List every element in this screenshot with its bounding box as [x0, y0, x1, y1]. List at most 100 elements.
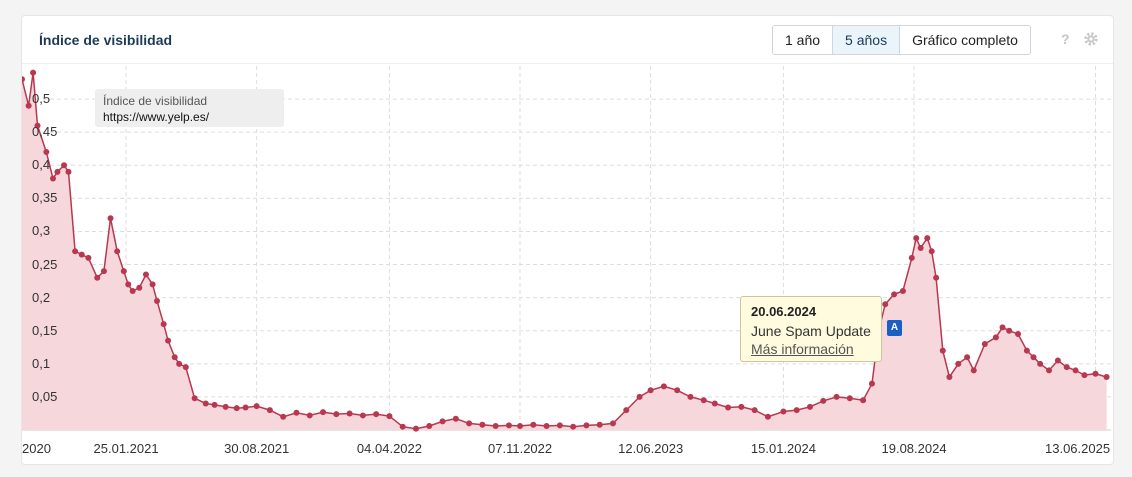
data-point [466, 420, 473, 427]
question-mark-icon[interactable]: ? [1061, 31, 1070, 47]
data-point [1063, 364, 1070, 371]
data-point [412, 425, 419, 432]
data-point [1092, 370, 1099, 377]
data-point [674, 387, 681, 394]
data-point [94, 274, 101, 281]
x-tick-label: 25.01.2021 [93, 441, 159, 456]
data-point [43, 149, 50, 156]
y-tick-label: 0,35 [32, 190, 58, 206]
data-point [399, 423, 406, 430]
data-point [242, 404, 249, 411]
y-tick-label: 0,2 [32, 289, 51, 305]
data-point [917, 245, 924, 251]
data-point [1006, 327, 1013, 334]
x-tick-label: 12.06.2023 [618, 441, 684, 456]
data-point [660, 383, 667, 390]
card-title: Índice de visibilidad [39, 32, 173, 48]
data-point [833, 393, 840, 400]
data-point [1081, 372, 1088, 379]
data-point [891, 291, 898, 298]
y-tick-label: 0,25 [32, 256, 58, 272]
data-point [806, 403, 813, 410]
data-point [868, 380, 875, 387]
data-point [647, 387, 654, 394]
gear-icon[interactable] [1083, 31, 1099, 47]
data-point [222, 403, 229, 410]
range-full-chart-button[interactable]: Gráfico completo [899, 26, 1030, 54]
data-point [946, 374, 953, 381]
data-point [100, 268, 107, 275]
data-point [346, 410, 353, 417]
data-point [25, 102, 32, 109]
event-date: 20.06.2024 [751, 304, 817, 319]
event-tooltip: 20.06.2024 June Spam Update Más informac… [740, 296, 882, 362]
data-point [120, 268, 127, 275]
data-point [30, 69, 37, 76]
data-point [505, 422, 512, 429]
legend-box: Índice de visibilidad https://www.yelp.e… [95, 89, 284, 127]
data-point [333, 411, 340, 418]
data-point [182, 364, 189, 371]
data-point [928, 248, 935, 255]
x-tick-label: 15.01.2024 [750, 441, 816, 456]
data-point [253, 403, 260, 410]
x-tick-label: 19.08.2024 [881, 441, 947, 456]
x-tick-label: 13.06.2025 [1045, 441, 1111, 456]
x-tick-label: 04.04.2022 [356, 441, 422, 456]
data-point [738, 403, 745, 410]
more-info-link[interactable]: Más información [751, 341, 854, 357]
data-point [1030, 354, 1037, 361]
data-point [202, 400, 209, 407]
legend-title: Índice de visibilidad [103, 94, 208, 108]
data-point [543, 423, 550, 430]
data-point [439, 418, 446, 425]
data-point [22, 76, 25, 83]
data-point [72, 248, 79, 255]
data-point [992, 334, 999, 341]
data-point [700, 397, 707, 404]
data-point [933, 274, 940, 281]
data-point [426, 423, 433, 430]
data-point [142, 271, 149, 278]
data-point [211, 401, 218, 408]
data-point [386, 413, 393, 420]
data-point [85, 254, 92, 261]
points-layer [22, 69, 1110, 432]
range-5-years-button[interactable]: 5 años [832, 26, 900, 54]
data-point [373, 411, 380, 418]
data-point [452, 415, 459, 422]
data-point [114, 248, 121, 255]
data-point [171, 354, 178, 361]
data-point [149, 281, 156, 288]
event-marker-badge[interactable]: A [887, 320, 902, 336]
data-point [280, 413, 287, 420]
data-point [34, 122, 41, 129]
data-point [1072, 367, 1079, 374]
data-point [160, 321, 167, 328]
series-area [22, 72, 1107, 430]
data-point [899, 288, 906, 295]
data-point [61, 162, 68, 169]
data-point [530, 421, 537, 428]
data-point [359, 412, 366, 419]
data-point [860, 397, 867, 404]
y-tick-label: 0,15 [32, 322, 58, 338]
data-point [764, 413, 771, 420]
data-point [939, 347, 946, 354]
data-point [908, 254, 915, 261]
data-point [65, 168, 72, 175]
data-point [1015, 331, 1022, 338]
visibility-index-card: Índice de visibilidad 1 año 5 años Gráfi… [22, 16, 1113, 464]
visibility-chart[interactable] [22, 16, 1113, 464]
x-tick-label: 07.11.2022 [488, 441, 553, 456]
y-tick-label: 0,45 [32, 124, 58, 140]
data-point [725, 404, 732, 411]
data-point [54, 168, 61, 175]
range-selector: 1 año 5 años Gráfico completo [772, 25, 1031, 55]
x-tick-label: 30.08.2021 [224, 441, 290, 456]
data-point [479, 421, 486, 428]
range-1-year-button[interactable]: 1 año [773, 26, 833, 54]
data-point [293, 409, 300, 416]
data-point [636, 393, 643, 400]
data-point [964, 354, 971, 361]
